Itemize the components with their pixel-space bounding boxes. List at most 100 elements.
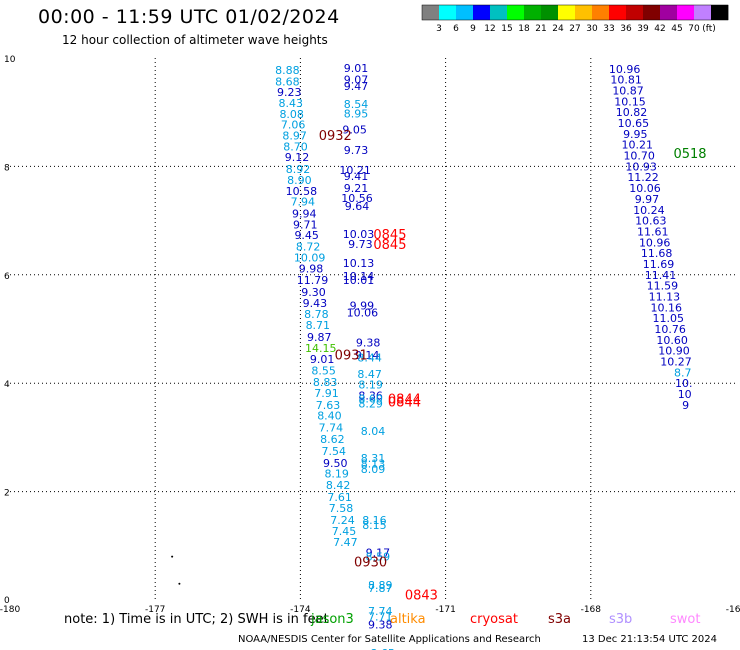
wave-height-label: 8.43 [278,97,303,110]
wave-height-label: 9.30 [301,286,326,299]
wave-height-label: 7.54 [322,445,347,458]
footer-credit: NOAA/NESDIS Center for Satellite Applica… [238,634,541,645]
wave-height-label: 8.29 [358,397,383,410]
colorbar-swatch [490,5,508,20]
mission-s3a: s3a [548,612,572,627]
colorbar-label: 30 [586,24,598,34]
pass-time-label: 0845 [373,228,406,243]
colorbar-label: 33 [603,24,614,34]
y-tick-label: 0 [4,596,10,606]
colorbar-label: 18 [518,24,530,34]
wave-height-label: 7.91 [314,387,339,400]
wave-height-label: 7.58 [329,502,354,515]
wave-height-label: 9.73 [348,238,373,251]
wave-height-label: 9.64 [345,200,370,213]
y-tick-label: 8 [4,163,10,173]
wave-height-label: 7.24 [330,514,355,527]
x-tick-label: -165 [726,605,740,615]
wave-height-label: 9.97 [635,193,660,206]
wave-height-label: 10.70 [623,150,655,163]
wave-height-label: 10.56 [341,192,373,205]
wave-height-label: 10 [678,388,692,401]
colorbar-swatch [473,5,491,20]
colorbar-label: 3 [436,24,442,34]
wave-height-label: 7.94 [291,196,316,209]
wave-height-label: 8.92 [286,163,311,176]
x-tick-label: -180 [0,605,20,615]
colorbar-swatch [541,5,559,20]
x-tick-label: -174 [290,605,311,615]
y-tick-label: 4 [4,380,10,390]
colorbar-swatch [422,5,440,20]
wave-height-label: 9.73 [344,144,369,157]
wave-height-label: 8.19 [358,378,383,391]
colorbar-label: 27 [569,24,580,34]
wave-height-label: 9.21 [344,182,369,195]
mission-swot: swot [670,612,701,627]
wave-height-label: 7.63 [316,399,341,412]
wave-height-label: 8.54 [344,98,369,111]
wave-height-label: 8.95 [344,107,369,120]
wave-height-label: 8.08 [279,108,304,121]
wave-height-label: 8.42 [326,479,351,492]
wave-height-label: 8.90 [287,174,312,187]
pass-time-label: 0518 [673,147,706,162]
wave-height-label: 8.44 [357,352,382,365]
wave-height-label: 8.83 [313,376,338,389]
wave-height-label: 9.99 [350,300,375,313]
wave-height-label: 10.65 [618,117,650,130]
colorbar-label: 39 [637,24,649,34]
colorbar-swatch [456,5,474,20]
colorbar-swatch [558,5,576,20]
wave-height-label: 10.93 [625,160,657,173]
mission-jason3: jason3 [311,612,354,627]
wave-height-label: 9.17 [366,546,391,559]
footer-note: note: 1) Time is in UTC; 2) SWH is in fe… [64,612,329,627]
data-dot [171,555,174,558]
colorbar-swatch [609,5,627,20]
wave-height-label: 10.87 [612,85,644,98]
chart-title: 00:00 - 11:59 UTC 01/02/2024 [38,6,340,28]
wave-height-label: 9.71 [293,218,318,231]
wave-height-label: 8.78 [304,308,329,321]
wave-height-label: 8.59 [366,551,391,564]
colorbar-label: 6 [453,24,459,34]
x-tick-label: -171 [435,605,455,615]
colorbar-label: 45 [671,24,682,34]
mission-cryosat: cryosat [470,612,518,627]
wave-height-label: 8.89 [368,579,393,592]
pass-time-label: 0844 [388,392,421,407]
pass-time-label: 0843 [405,589,438,604]
wave-height-label: 8.31 [361,452,386,465]
colorbar-swatch [660,5,678,20]
wave-height-label: 9.12 [285,151,310,164]
colorbar-label: 9 [470,24,476,34]
wave-height-label: 7.74 [368,605,393,618]
wave-height-label: 8.19 [324,468,349,481]
wave-height-label: 10.03 [343,228,375,241]
wave-height-label: 10.27 [660,356,692,369]
wave-height-label: 9.01 [344,62,369,75]
y-tick-label: 10 [4,55,16,65]
colorbar-swatch [643,5,661,20]
wave-height-label: 9.47 [344,80,369,93]
pass-time-label: 0845 [373,238,406,253]
y-tick-label: 6 [4,272,10,282]
colorbar: 3 6 9 12 15 18 21 24 27 30 33 36 39 42 45 70 (ft) [421,4,729,34]
wave-height-label: 9.98 [299,262,324,275]
wave-height-label: 8.68 [275,75,300,88]
wave-height-label: 8.47 [357,368,382,381]
colorbar-frame [421,4,729,21]
wave-height-label: 9.41 [344,170,369,183]
mission-s3b: s3b [609,612,633,627]
wave-height-label: 9.94 [292,208,317,221]
axes: -180 -177 -174 -171 -168 -165 0 2 4 6 8 10 [0,55,740,615]
colorbar-swatch [439,5,457,20]
data-dot [178,582,181,585]
wave-height-label: 7.61 [327,491,352,504]
colorbar-swatch [592,5,610,20]
colorbar-swatch [711,5,729,20]
colorbar-label: 21 [535,24,546,34]
mission-altika: altika [390,612,426,627]
